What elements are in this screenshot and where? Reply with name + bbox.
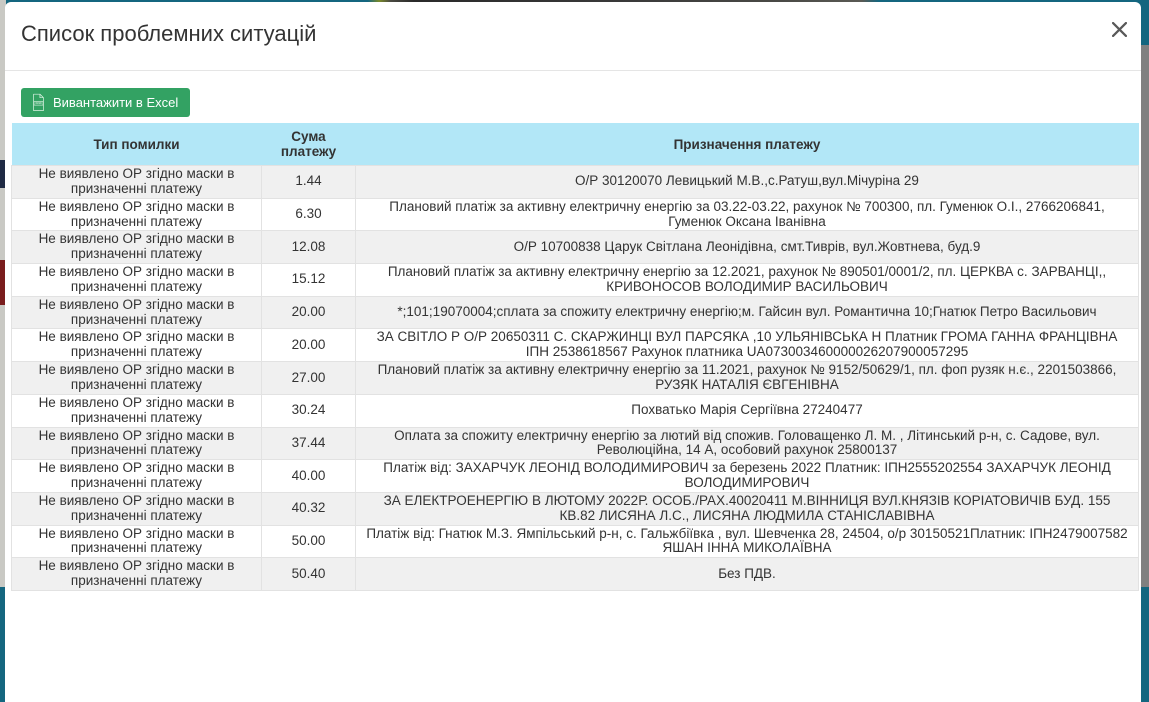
svg-text:XLSX: XLSX [35, 102, 42, 105]
